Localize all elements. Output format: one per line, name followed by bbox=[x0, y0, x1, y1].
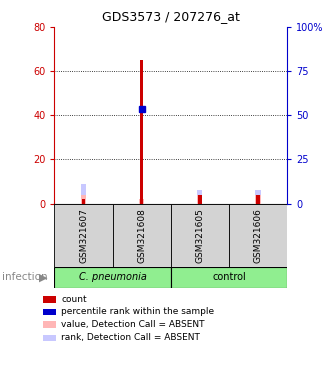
Bar bbox=[171, 267, 287, 288]
Bar bbox=[43, 296, 56, 303]
Bar bbox=[54, 267, 171, 288]
Bar bbox=[81, 195, 86, 204]
Text: rank, Detection Call = ABSENT: rank, Detection Call = ABSENT bbox=[61, 333, 200, 342]
Bar bbox=[197, 190, 203, 195]
Text: GSM321607: GSM321607 bbox=[79, 209, 88, 263]
Bar bbox=[255, 195, 261, 204]
Text: C. pneumonia: C. pneumonia bbox=[79, 272, 147, 283]
Bar bbox=[81, 184, 86, 195]
Text: percentile rank within the sample: percentile rank within the sample bbox=[61, 307, 214, 316]
Bar bbox=[256, 195, 260, 204]
Title: GDS3573 / 207276_at: GDS3573 / 207276_at bbox=[102, 10, 240, 23]
Text: count: count bbox=[61, 295, 87, 304]
Text: ▶: ▶ bbox=[39, 272, 48, 283]
Bar bbox=[43, 309, 56, 315]
Bar bbox=[82, 199, 85, 204]
Bar bbox=[255, 190, 261, 195]
Bar bbox=[229, 204, 287, 267]
Bar bbox=[140, 60, 144, 204]
Bar bbox=[139, 199, 144, 204]
Bar bbox=[197, 195, 203, 204]
Bar bbox=[171, 204, 229, 267]
Bar bbox=[113, 204, 171, 267]
Text: GSM321608: GSM321608 bbox=[137, 209, 146, 263]
Bar bbox=[43, 321, 56, 328]
Bar bbox=[54, 204, 113, 267]
Text: GSM321605: GSM321605 bbox=[195, 209, 204, 263]
Bar bbox=[198, 195, 202, 204]
Text: GSM321606: GSM321606 bbox=[253, 209, 263, 263]
Text: value, Detection Call = ABSENT: value, Detection Call = ABSENT bbox=[61, 320, 205, 329]
Text: infection: infection bbox=[2, 272, 47, 283]
Text: control: control bbox=[212, 272, 246, 283]
Bar bbox=[43, 334, 56, 341]
